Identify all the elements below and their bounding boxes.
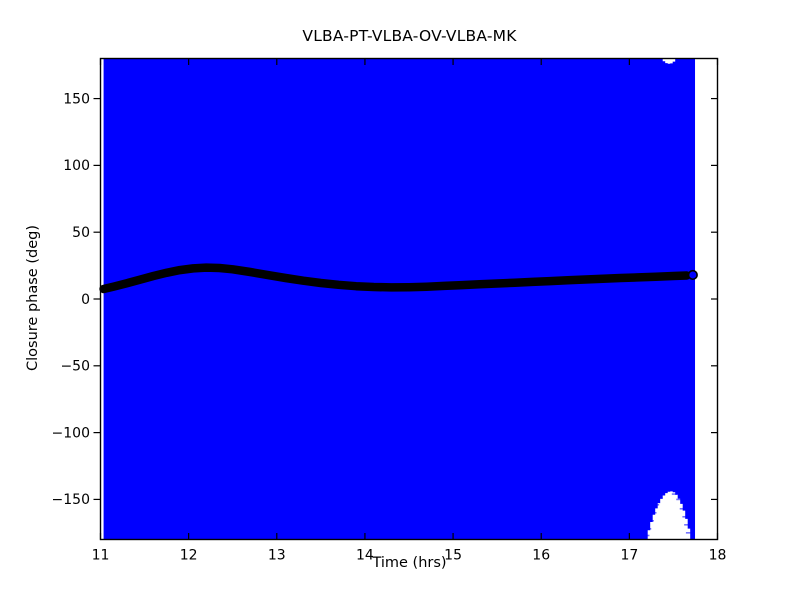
x-tick-label: 15: [444, 548, 462, 564]
y-tick-label: 0: [81, 292, 90, 308]
errorbar-cap: [684, 524, 690, 526]
y-tick-label: −150: [52, 492, 90, 508]
x-tick-label: 14: [356, 548, 374, 564]
errorbar-cap: [644, 534, 650, 537]
y-tick-label: 100: [63, 158, 90, 174]
x-tick-label: 16: [532, 548, 550, 564]
x-axis-label: Time (hrs): [372, 555, 447, 571]
y-tick-label: 150: [63, 91, 90, 107]
plot-title: VLBA-PT-VLBA-OV-VLBA-MK: [302, 27, 517, 45]
errorbar-cap: [676, 498, 682, 501]
closure-phase-curve: [99, 263, 691, 294]
errorbar-cap: [671, 493, 677, 495]
curve-end-marker: [687, 269, 698, 281]
coverage-gap-top: [660, 58, 676, 64]
x-tick-label: 12: [180, 548, 198, 564]
errorbar-cap: [646, 528, 652, 530]
errorbar-cap: [679, 507, 685, 510]
coverage-gap-bottom: [645, 491, 691, 540]
x-tick-label: 17: [620, 548, 638, 564]
errorbar-fill-region: [103, 58, 696, 540]
y-tick-label: 50: [72, 225, 90, 241]
y-tick-label: −100: [52, 425, 90, 441]
x-tick-label: 13: [268, 548, 286, 564]
errorbar-cap: [651, 511, 657, 514]
x-tick-label: 11: [92, 548, 110, 564]
y-axis-label: Closure phase (deg): [25, 225, 41, 371]
errorbar-cap: [685, 532, 691, 534]
errorbar-cap: [657, 497, 663, 499]
x-tick-label: 18: [709, 548, 727, 564]
errorbar-cap: [648, 519, 654, 522]
errorbar-cap: [682, 515, 688, 518]
errorbar-cap: [654, 503, 660, 506]
y-tick-label: −50: [60, 359, 90, 375]
